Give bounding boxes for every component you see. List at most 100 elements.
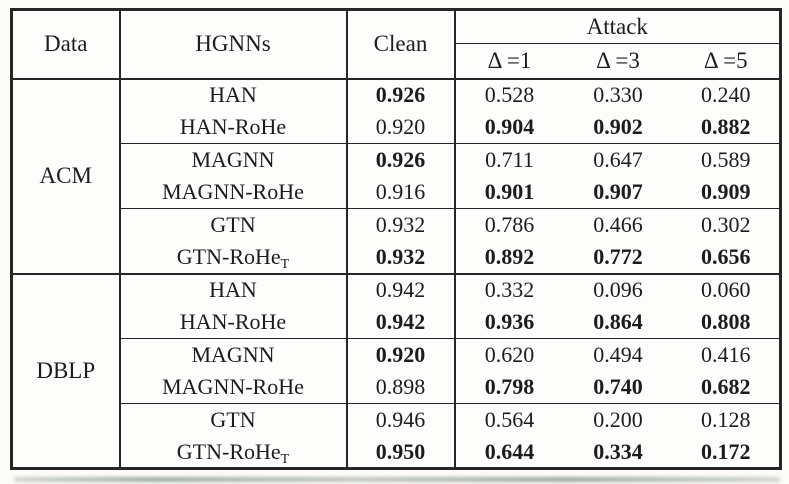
attack-value-d1: 0.786 xyxy=(484,212,535,237)
attack-value-d3: 0.200 xyxy=(593,407,643,432)
table-row: GTN 0.946 0.564 0.200 0.128 xyxy=(12,403,781,436)
attack-value-d1: 0.798 xyxy=(454,371,564,404)
attack-value-d1: 0.564 xyxy=(484,407,535,432)
table-row: MAGNN 0.920 0.620 0.494 0.416 xyxy=(12,338,781,371)
model-subscript: T xyxy=(280,451,290,467)
clean-value: 0.942 xyxy=(346,306,456,339)
col-header-delta-3: Δ =3 xyxy=(596,47,640,73)
attack-value-d1: 0.904 xyxy=(454,111,564,144)
attack-value-d5: 0.656 xyxy=(701,243,751,269)
attack-value-d5: 0.589 xyxy=(701,147,751,172)
attack-value-d3: 0.647 xyxy=(593,147,643,172)
model-name-text: HAN-RoHe xyxy=(179,114,287,139)
table-row: ACM HAN 0.926 0.528 0.330 0.240 xyxy=(11,78,781,274)
table-header: Data HGNNs Clean Attack Δ =1 Δ =3 Δ =5 xyxy=(11,9,781,79)
attack-value-d3: 0.330 xyxy=(593,82,643,108)
col-header-attack: Attack xyxy=(454,9,781,44)
attack-value-d3: 0.334 xyxy=(593,438,643,464)
table-row: GTN 0.932 0.786 0.466 0.302 xyxy=(12,208,781,241)
model-name-text: MAGNN xyxy=(191,342,275,367)
table-row: HAN-RoHe 0.920 0.904 0.902 0.882 xyxy=(12,111,781,144)
model-name-text: HAN xyxy=(209,82,257,108)
attack-value-d3: 0.864 xyxy=(563,306,673,339)
model-name-text: GTN xyxy=(210,407,256,432)
model-name: GTN xyxy=(119,208,348,241)
model-name: MAGNN-RoHe xyxy=(119,176,348,209)
attack-value-d5: 0.416 xyxy=(701,342,751,367)
attack-value-d1: 0.711 xyxy=(485,147,534,172)
model-subscript: T xyxy=(280,256,290,272)
dataset-label: DBLP xyxy=(11,273,121,469)
table-row: MAGNN-RoHe 0.898 0.798 0.740 0.682 xyxy=(12,371,781,404)
attack-value-d5: 0.128 xyxy=(701,407,751,432)
clean-value: 0.942 xyxy=(346,273,456,306)
attack-value-d3: 0.466 xyxy=(593,212,643,237)
clean-value: 0.950 xyxy=(346,436,456,469)
group-dblp: DBLP HAN 0.942 0.332 0.096 0.060 HAN-RoH… xyxy=(11,273,781,469)
model-name-text: GTN-RoHe xyxy=(176,438,281,464)
table-row: GTN-RoHeT 0.950 0.644 0.334 0.172 xyxy=(12,436,781,469)
results-table: Data HGNNs Clean Attack Δ =1 Δ =3 Δ =5 A… xyxy=(10,8,783,470)
model-name-text: HAN xyxy=(209,277,257,303)
attack-value-d5: 0.909 xyxy=(672,176,781,209)
model-name: GTN-RoHeT xyxy=(119,241,348,274)
table-row: MAGNN-RoHe 0.916 0.901 0.907 0.909 xyxy=(12,176,781,209)
attack-value-d1: 0.332 xyxy=(484,277,535,303)
header-row-deltas: Δ =1 Δ =3 Δ =5 xyxy=(12,44,781,79)
model-name-text: GTN xyxy=(210,212,256,237)
model-name-text: GTN-RoHe xyxy=(176,243,281,269)
col-header-data: Data xyxy=(11,9,121,79)
table-row: MAGNN 0.926 0.711 0.647 0.589 xyxy=(12,143,781,176)
model-name-text: MAGNN-RoHe xyxy=(162,179,304,204)
model-name: GTN-RoHeT xyxy=(119,436,348,469)
attack-value-d5: 0.808 xyxy=(672,306,781,339)
clean-value: 0.946 xyxy=(346,403,456,436)
attack-value-d3: 0.772 xyxy=(593,243,643,269)
table-row: DBLP HAN 0.942 0.332 0.096 0.060 xyxy=(11,273,781,469)
attack-value-d1: 0.620 xyxy=(484,342,535,367)
attack-value-d5: 0.060 xyxy=(701,277,751,303)
attack-value-d1: 0.936 xyxy=(454,306,564,339)
attack-value-d1: 0.528 xyxy=(484,82,535,108)
model-name: HAN-RoHe xyxy=(119,306,348,339)
attack-value-d5: 0.682 xyxy=(672,371,781,404)
attack-value-d3: 0.907 xyxy=(563,176,673,209)
col-header-hgnns: HGNNs xyxy=(119,9,348,79)
model-name-text: MAGNN xyxy=(191,147,275,172)
attack-value-d5: 0.302 xyxy=(701,212,751,237)
attack-value-d1: 0.901 xyxy=(454,176,564,209)
model-name: MAGNN xyxy=(119,338,348,371)
table-row: HAN-RoHe 0.942 0.936 0.864 0.808 xyxy=(12,306,781,339)
clean-value: 0.898 xyxy=(346,371,456,404)
model-name: GTN xyxy=(119,403,348,436)
clean-value: 0.932 xyxy=(346,241,456,274)
attack-value-d1: 0.644 xyxy=(484,438,535,464)
model-name: HAN xyxy=(119,78,348,111)
attack-value-d3: 0.096 xyxy=(593,277,643,303)
dataset-label: ACM xyxy=(11,78,121,274)
clean-value: 0.920 xyxy=(346,338,456,371)
attack-value-d5: 0.172 xyxy=(701,438,751,464)
model-name: MAGNN-RoHe xyxy=(119,371,348,404)
attack-value-d3: 0.494 xyxy=(593,342,643,367)
header-row-top: Data HGNNs Clean Attack xyxy=(11,9,781,79)
model-name: HAN-RoHe xyxy=(119,111,348,144)
clean-value: 0.926 xyxy=(346,143,456,176)
attack-value-d5: 0.240 xyxy=(701,82,751,108)
attack-value-d5: 0.882 xyxy=(672,111,781,144)
col-header-delta-5: Δ =5 xyxy=(703,47,748,73)
clean-value: 0.916 xyxy=(346,176,456,209)
attack-value-d1: 0.892 xyxy=(484,243,535,269)
clean-value: 0.926 xyxy=(346,78,456,111)
attack-value-d3: 0.902 xyxy=(563,111,673,144)
attack-value-d3: 0.740 xyxy=(563,371,673,404)
model-name-text: HAN-RoHe xyxy=(179,309,287,334)
clean-value: 0.932 xyxy=(346,208,456,241)
group-acm: ACM HAN 0.926 0.528 0.330 0.240 HAN-RoHe… xyxy=(11,78,781,274)
clean-value: 0.920 xyxy=(346,111,456,144)
table-row: GTN-RoHeT 0.932 0.892 0.772 0.656 xyxy=(12,241,781,274)
col-header-clean: Clean xyxy=(346,9,456,79)
col-header-delta-1: Δ =1 xyxy=(487,47,532,73)
model-name: MAGNN xyxy=(119,143,348,176)
